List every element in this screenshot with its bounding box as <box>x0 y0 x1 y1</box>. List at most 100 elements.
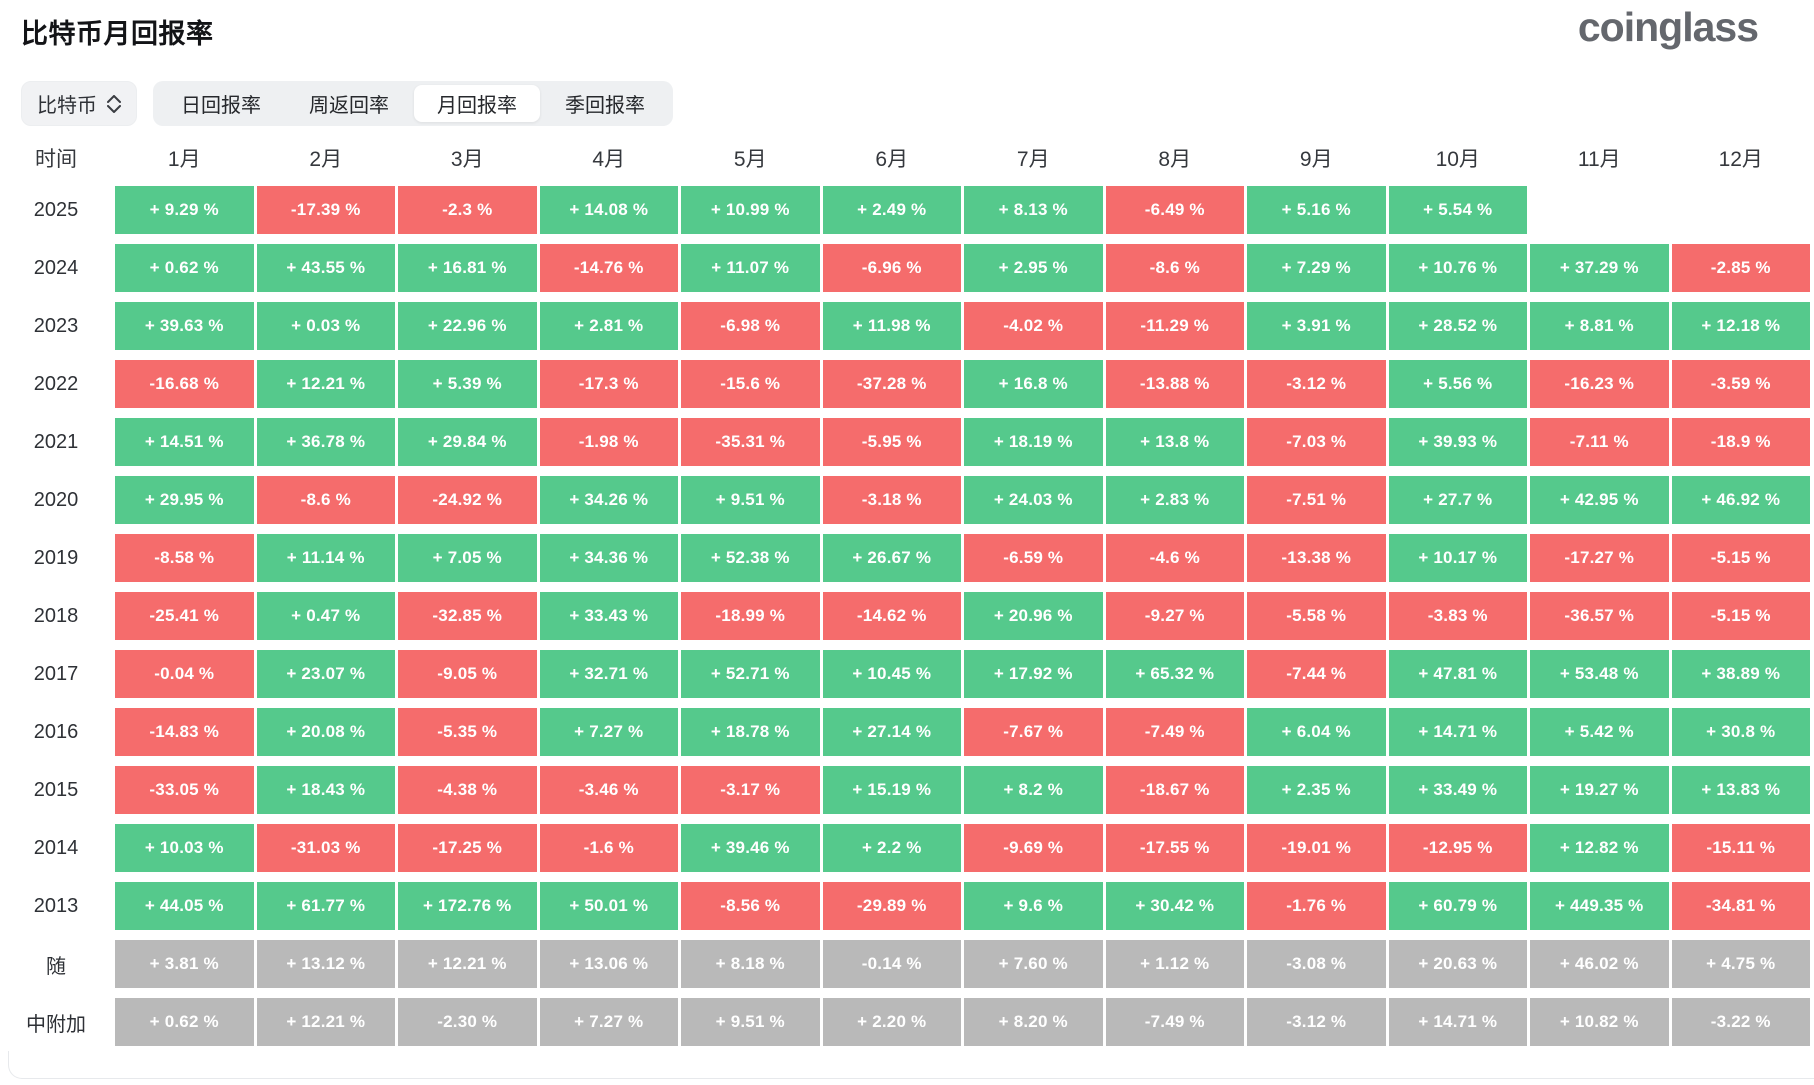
return-cell: + 27.14 % <box>822 708 961 756</box>
return-cell: + 7.05 % <box>398 534 537 582</box>
return-cell: + 10.03 % <box>115 824 254 872</box>
tab-quarterly-returns[interactable]: 季回报率 <box>565 95 645 117</box>
return-cell: + 43.55 % <box>256 244 395 292</box>
return-cell: + 2.81 % <box>539 302 678 350</box>
return-cell: + 3.81 % <box>115 940 254 988</box>
return-cell: + 13.8 % <box>1105 418 1244 466</box>
return-cell: -18.9 % <box>1671 418 1810 466</box>
return-cell: + 53.48 % <box>1530 650 1669 698</box>
return-cell: -1.98 % <box>539 418 678 466</box>
return-cell: + 10.99 % <box>681 186 820 234</box>
return-cell: -8.6 % <box>1105 244 1244 292</box>
return-cell: -3.12 % <box>1247 998 1386 1046</box>
return-cell: + 3.91 % <box>1247 302 1386 350</box>
return-cell: -7.49 % <box>1105 998 1244 1046</box>
tab-daily-returns[interactable]: 日回报率 <box>181 95 261 117</box>
return-cell: + 46.02 % <box>1530 940 1669 988</box>
coin-select[interactable]: 比特币 <box>21 81 137 126</box>
return-cell: + 32.71 % <box>539 650 678 698</box>
return-cell: + 33.43 % <box>539 592 678 640</box>
coin-select-label: 比特币 <box>37 95 97 117</box>
table-body: 2025 + 9.29 % -17.39 % -2.3 % + 14.08 % + 10.… <box>0 186 1810 1046</box>
table-row: 中附加 + 0.62 % + 12.21 % -2.30 % + 7.27 % + 9.5… <box>0 998 1810 1046</box>
return-cell: + 13.83 % <box>1671 766 1810 814</box>
return-cell: + 0.62 % <box>115 244 254 292</box>
return-cell: -18.67 % <box>1105 766 1244 814</box>
return-cell: + 2.35 % <box>1247 766 1386 814</box>
column-header: 8月 <box>1158 148 1192 171</box>
return-cell: -3.08 % <box>1247 940 1386 988</box>
return-cell: -15.11 % <box>1671 824 1810 872</box>
return-cell: + 0.03 % <box>256 302 395 350</box>
table-row: 2021 + 14.51 % + 36.78 % + 29.84 % -1.98 % -3… <box>0 418 1810 466</box>
returns-tab-group: 日回报率 周返回率 月回报率 季回报率 <box>153 81 673 126</box>
table-row: 2025 + 9.29 % -17.39 % -2.3 % + 14.08 % + 10.… <box>0 186 1810 234</box>
return-cell: + 37.29 % <box>1530 244 1669 292</box>
column-header: 7月 <box>1016 148 1050 171</box>
return-cell: + 16.8 % <box>964 360 1103 408</box>
return-cell: -32.85 % <box>398 592 537 640</box>
tab-monthly-returns[interactable]: 月回报率 <box>414 85 540 122</box>
row-label: 2017 <box>33 662 79 685</box>
return-cell: + 7.60 % <box>964 940 1103 988</box>
return-cell: + 61.77 % <box>256 882 395 930</box>
return-cell: -7.03 % <box>1247 418 1386 466</box>
return-cell: -2.85 % <box>1671 244 1810 292</box>
return-cell: + 8.2 % <box>964 766 1103 814</box>
table-header-row: 时间 1月 2月 3月 4月 5月 6月 7月 8月 9月 10月 11月 12月 <box>0 136 1810 180</box>
table-row: 2023 + 39.63 % + 0.03 % + 22.96 % + 2.81 % -6… <box>0 302 1810 350</box>
return-cell: -16.68 % <box>115 360 254 408</box>
return-cell: + 18.19 % <box>964 418 1103 466</box>
return-cell: -7.49 % <box>1105 708 1244 756</box>
return-cell: -5.15 % <box>1671 592 1810 640</box>
return-cell: + 30.42 % <box>1105 882 1244 930</box>
return-cell: -5.95 % <box>822 418 961 466</box>
return-cell: + 2.95 % <box>964 244 1103 292</box>
return-cell: -34.81 % <box>1671 882 1810 930</box>
return-cell: -7.44 % <box>1247 650 1386 698</box>
row-label: 2013 <box>33 894 79 917</box>
return-cell: + 19.27 % <box>1530 766 1669 814</box>
return-cell: + 13.06 % <box>539 940 678 988</box>
return-cell: + 9.51 % <box>681 476 820 524</box>
return-cell: + 16.81 % <box>398 244 537 292</box>
coinglass-logo[interactable]: coinglass <box>1577 4 1759 50</box>
return-cell: -31.03 % <box>256 824 395 872</box>
return-cell: + 17.92 % <box>964 650 1103 698</box>
return-cell: + 449.35 % <box>1530 882 1669 930</box>
return-cell: + 20.08 % <box>256 708 395 756</box>
return-cell: -4.38 % <box>398 766 537 814</box>
return-cell: + 10.17 % <box>1388 534 1527 582</box>
column-header: 1月 <box>167 148 201 171</box>
row-label: 中附加 <box>26 1013 86 1036</box>
return-cell: + 39.46 % <box>681 824 820 872</box>
column-header: 10月 <box>1435 148 1480 171</box>
return-cell: -11.29 % <box>1105 302 1244 350</box>
return-cell: + 47.81 % <box>1388 650 1527 698</box>
return-cell: + 8.20 % <box>964 998 1103 1046</box>
tab-weekly-returns[interactable]: 周返回率 <box>309 95 389 117</box>
return-cell: -3.12 % <box>1247 360 1386 408</box>
return-cell: + 12.82 % <box>1530 824 1669 872</box>
return-cell: -8.6 % <box>256 476 395 524</box>
return-cell: + 26.67 % <box>822 534 961 582</box>
column-header: 12月 <box>1718 148 1763 171</box>
return-cell: -7.67 % <box>964 708 1103 756</box>
return-cell: + 36.78 % <box>256 418 395 466</box>
table-row: 2020 + 29.95 % -8.6 % -24.92 % + 34.26 % + 9.… <box>0 476 1810 524</box>
return-cell: + 28.52 % <box>1388 302 1527 350</box>
return-cell: + 2.20 % <box>822 998 961 1046</box>
return-cell: + 13.12 % <box>256 940 395 988</box>
table-row: 2016 -14.83 % + 20.08 % -5.35 % + 7.27 % + 18… <box>0 708 1810 756</box>
return-cell: + 10.45 % <box>822 650 961 698</box>
return-cell: + 34.26 % <box>539 476 678 524</box>
return-cell: + 14.51 % <box>115 418 254 466</box>
return-cell: -37.28 % <box>822 360 961 408</box>
empty-cell <box>1530 186 1669 234</box>
return-cell: + 33.49 % <box>1388 766 1527 814</box>
return-cell: + 11.98 % <box>822 302 961 350</box>
table-row: 2014 + 10.03 % -31.03 % -17.25 % -1.6 % + 39.… <box>0 824 1810 872</box>
return-cell: -2.3 % <box>398 186 537 234</box>
return-cell: + 9.51 % <box>681 998 820 1046</box>
return-cell: -3.59 % <box>1671 360 1810 408</box>
